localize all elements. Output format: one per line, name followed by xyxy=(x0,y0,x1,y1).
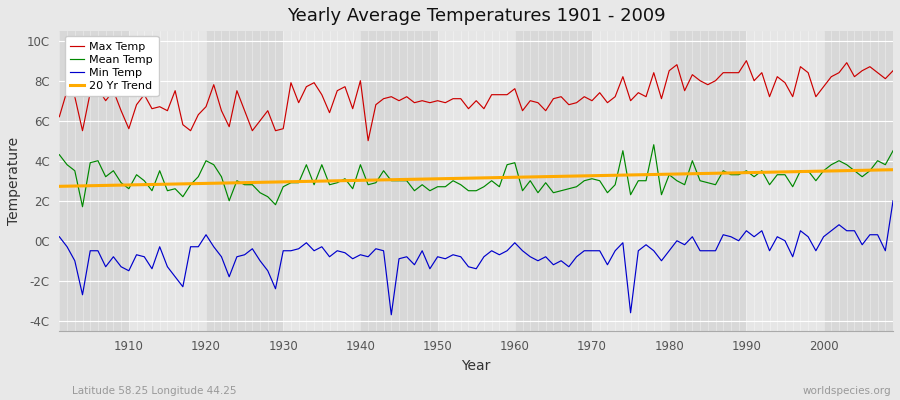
Max Temp xyxy=(509,86,520,91)
Text: worldspecies.org: worldspecies.org xyxy=(803,386,891,396)
Min Temp xyxy=(887,198,898,203)
Bar xyxy=(129,31,206,331)
Mean Temp xyxy=(293,180,304,185)
Min Temp xyxy=(116,264,127,269)
Line: Min Temp: Min Temp xyxy=(59,201,893,315)
Mean Temp xyxy=(339,176,350,181)
X-axis label: Year: Year xyxy=(462,359,490,373)
Bar xyxy=(206,31,284,331)
Max Temp xyxy=(54,114,65,119)
Min Temp xyxy=(509,240,520,245)
Min Temp xyxy=(54,234,65,239)
Mean Temp xyxy=(887,148,898,153)
Mean Temp xyxy=(77,204,88,209)
Bar xyxy=(592,31,670,331)
Max Temp xyxy=(285,80,296,85)
Max Temp xyxy=(332,88,343,93)
Bar xyxy=(746,31,824,331)
Title: Yearly Average Temperatures 1901 - 2009: Yearly Average Temperatures 1901 - 2009 xyxy=(287,7,665,25)
Bar xyxy=(51,31,129,331)
Max Temp xyxy=(887,68,898,73)
Bar xyxy=(824,31,900,331)
Max Temp xyxy=(518,108,528,113)
Y-axis label: Temperature: Temperature xyxy=(7,137,21,225)
Text: Latitude 58.25 Longitude 44.25: Latitude 58.25 Longitude 44.25 xyxy=(72,386,237,396)
Min Temp xyxy=(386,312,397,317)
Min Temp xyxy=(610,248,621,253)
Bar xyxy=(437,31,515,331)
Mean Temp xyxy=(54,152,65,157)
Line: Mean Temp: Mean Temp xyxy=(59,145,893,207)
Max Temp xyxy=(741,58,751,63)
Max Temp xyxy=(116,108,127,113)
Mean Temp xyxy=(123,186,134,191)
Min Temp xyxy=(285,248,296,253)
Line: Max Temp: Max Temp xyxy=(59,61,893,141)
Bar xyxy=(360,31,437,331)
Min Temp xyxy=(518,248,528,253)
Mean Temp xyxy=(648,142,659,147)
Mean Temp xyxy=(518,188,528,193)
Mean Temp xyxy=(509,160,520,165)
Max Temp xyxy=(610,94,621,99)
Bar xyxy=(670,31,746,331)
Bar xyxy=(515,31,592,331)
Legend: Max Temp, Mean Temp, Min Temp, 20 Yr Trend: Max Temp, Mean Temp, Min Temp, 20 Yr Tre… xyxy=(65,36,158,96)
Min Temp xyxy=(332,248,343,253)
Bar xyxy=(284,31,360,331)
Max Temp xyxy=(363,138,374,143)
Mean Temp xyxy=(610,182,621,187)
